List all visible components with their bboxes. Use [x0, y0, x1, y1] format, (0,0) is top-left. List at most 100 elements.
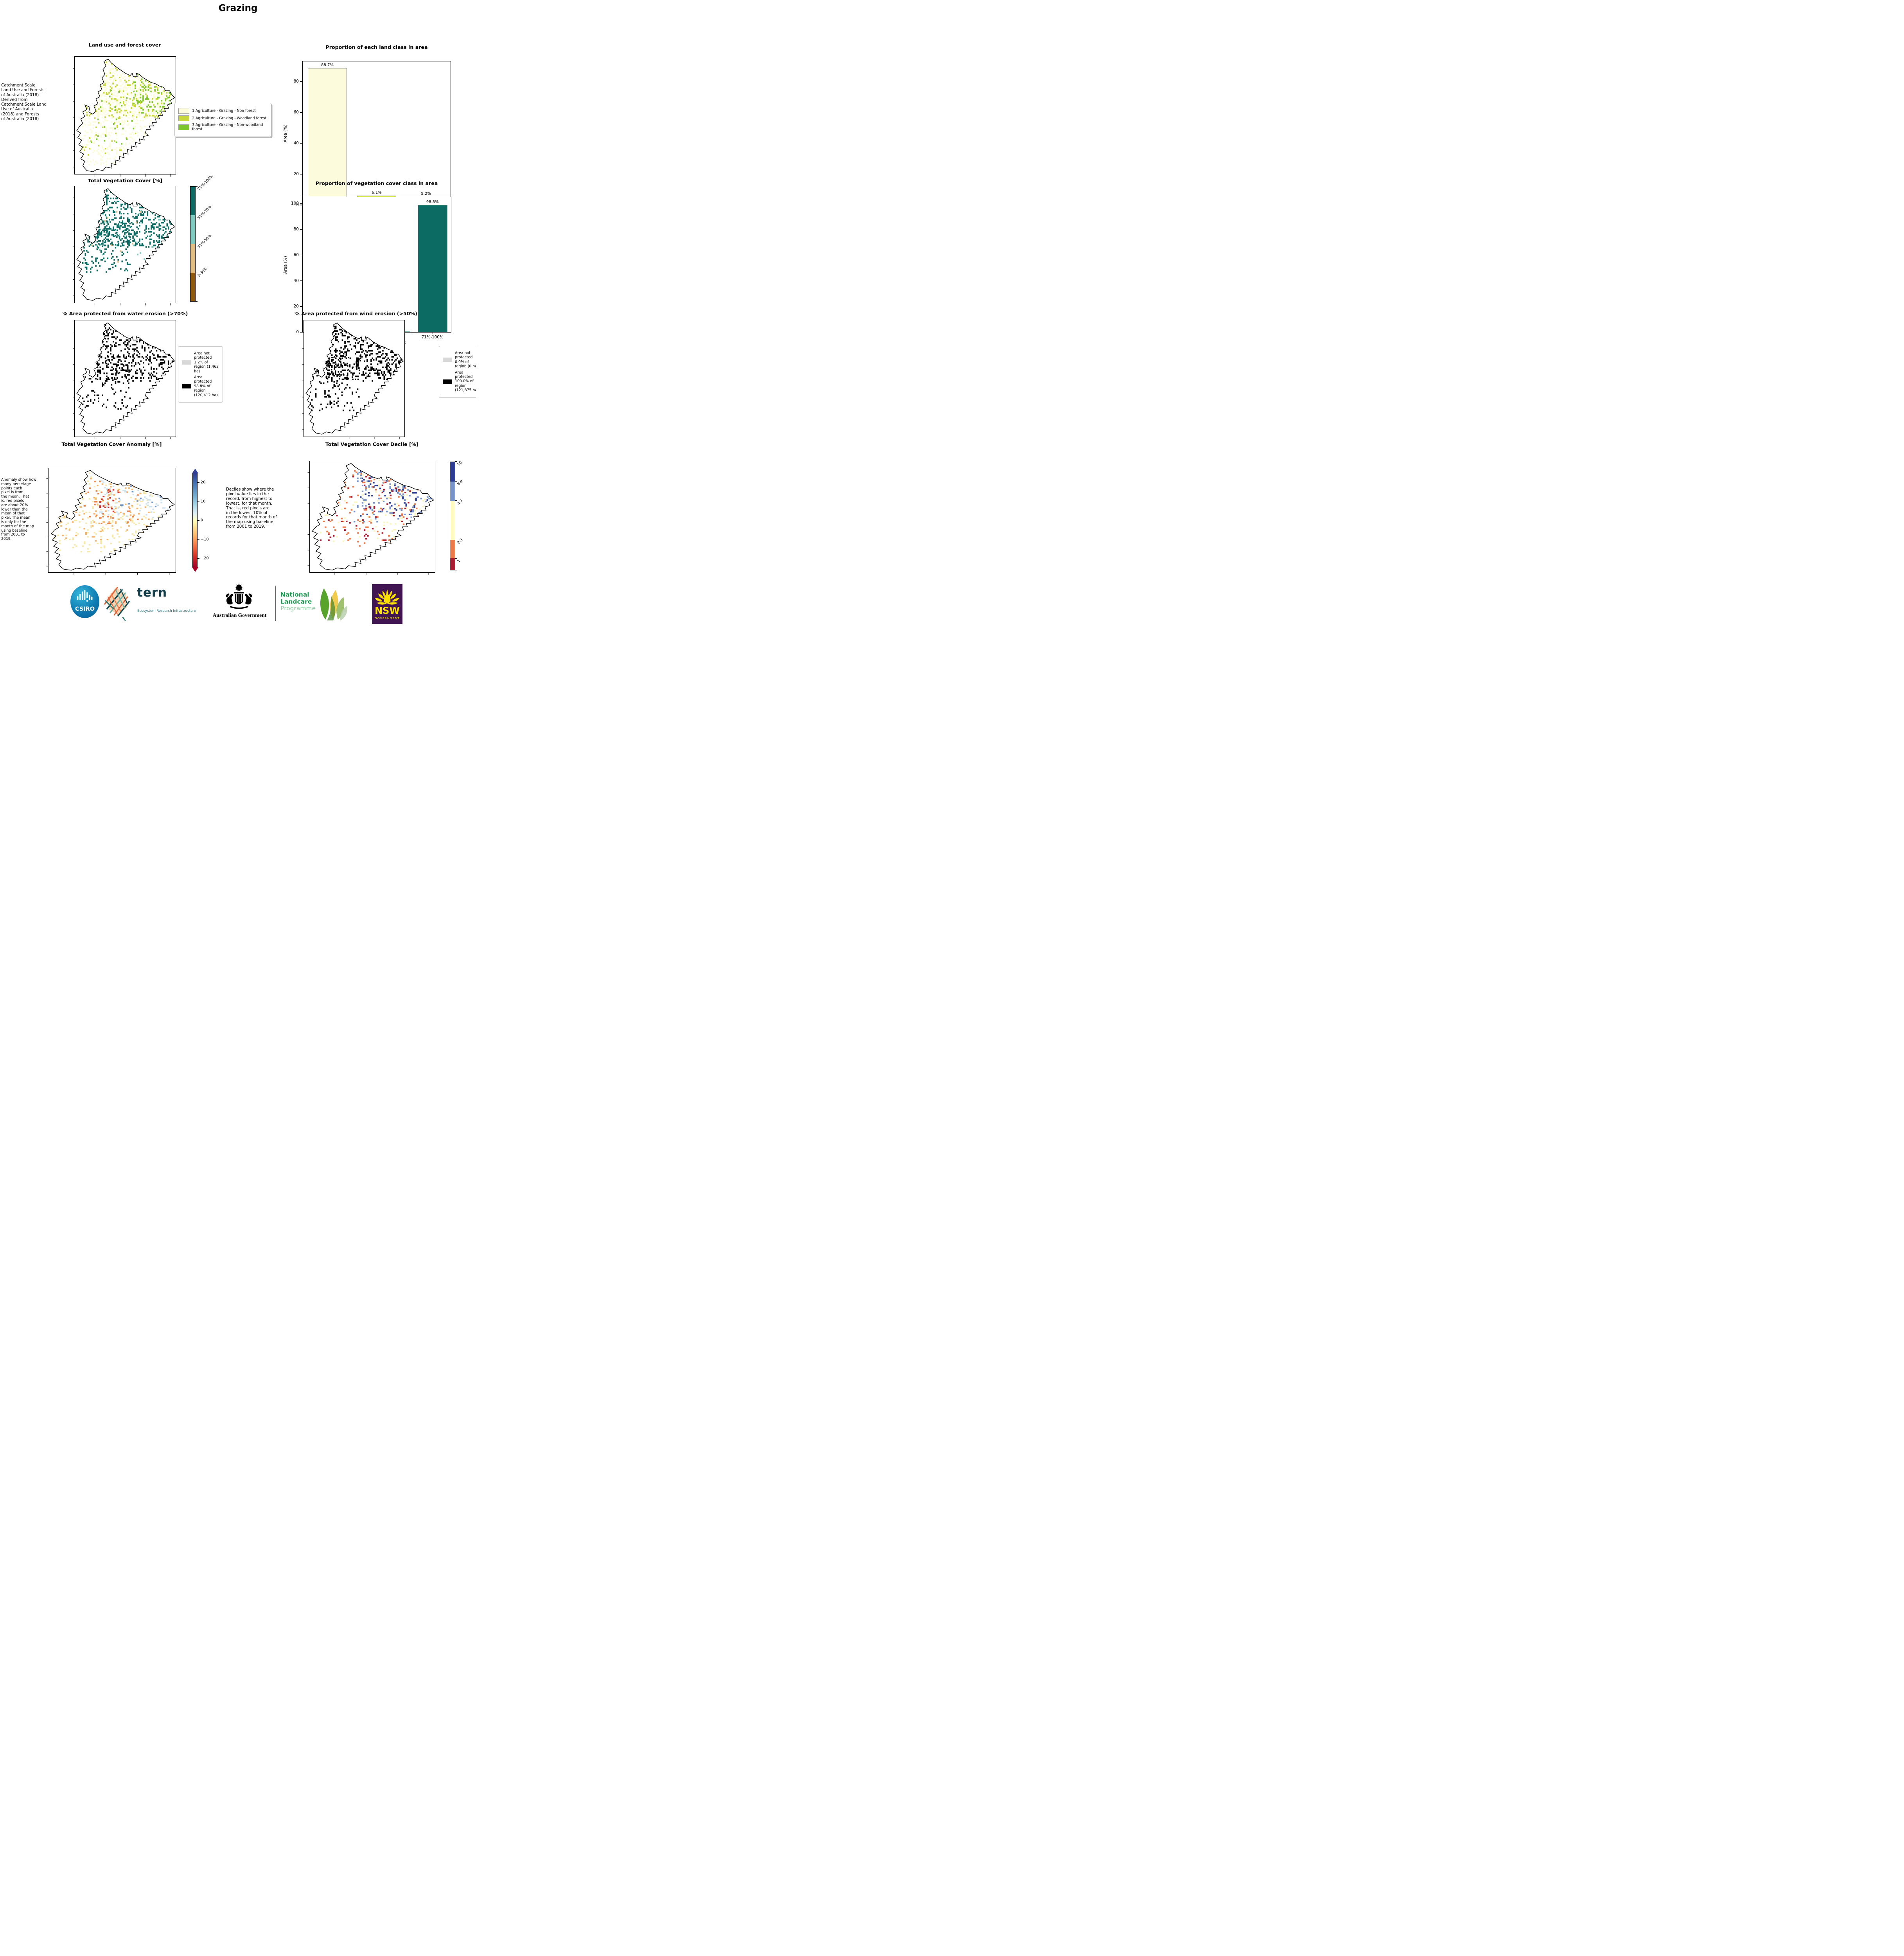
landcare-leaf-icon: [315, 584, 348, 622]
landuse-map-title: Land use and forest cover: [88, 42, 161, 48]
colorbar-segment: [450, 481, 455, 501]
legend-label: Area protected 100.0% of region (121,875…: [455, 370, 476, 393]
y-tick-label: 40: [293, 141, 299, 146]
colorbar-tick-label: 20: [201, 480, 206, 485]
nsw-government-logo: NSW GOVERNMENT: [372, 584, 402, 624]
y-tick-label: 0: [296, 330, 299, 334]
colorbar-tick: [455, 461, 457, 462]
vegclass-chart-title: Proportion of vegetation cover class in …: [315, 180, 438, 186]
legend-item: 2 Agriculture - Grazing - Woodland fores…: [178, 115, 268, 121]
landuse-caption: Catchment Scale Land Use and Forests of …: [1, 83, 47, 122]
bar-value-label: 5.2%: [421, 192, 431, 196]
legend-swatch: [182, 384, 191, 389]
water-erosion-legend: Area not protected 1.2% of region (1,462…: [178, 346, 223, 403]
legend-item: Area protected 98.8% of region (120,412 …: [182, 375, 219, 397]
logo-divider: [275, 586, 276, 621]
y-tick-label: 80: [293, 79, 299, 84]
landcare-line2: Landcare: [280, 598, 312, 605]
tern-logo-text: tern: [137, 586, 167, 600]
wind-erosion-map-title: % Area protected from wind erosion (>50%…: [295, 311, 417, 316]
csiro-logo-icon: CSIRO: [70, 585, 99, 618]
colorbar-segment: [450, 462, 455, 482]
anomaly-colorbar: 20 10 0 −10 −20: [192, 469, 209, 572]
tern-australia-art-icon: [100, 584, 134, 623]
decile-map-title: Total Vegetation Cover Decile [%]: [325, 441, 419, 447]
landcare-line1: National: [280, 591, 309, 598]
y-tick-label: 60: [293, 110, 299, 115]
legend-swatch: [178, 108, 189, 114]
colorbar-segment: [450, 501, 455, 540]
colorbar-tick: [455, 500, 457, 501]
colorbar-class-label: 51%-70%: [197, 204, 213, 221]
anomaly-map-title: Total Vegetation Cover Anomaly [%]: [61, 441, 162, 447]
colorbar-tick: [198, 520, 199, 521]
veg-cover-colorbar: 71%-100% 51%-70% 31%-50% 0-30%: [190, 174, 214, 302]
wind-erosion-legend: Area not protected 0.0% of region (0 ha)…: [439, 346, 476, 398]
landclass-bar-chart: 88.7%16.1%25.2%3020406080Area (%)Land us…: [283, 61, 451, 218]
legend-swatch: [443, 379, 452, 384]
nsw-logo-subtext: GOVERNMENT: [375, 617, 400, 620]
landuse-map: [74, 56, 176, 174]
legend-item: 1 Agriculture - Grazing - Non forest: [178, 108, 268, 114]
colorbar-segment: [190, 272, 195, 301]
legend-label: Area not protected 1.2% of region (1,462…: [194, 351, 219, 374]
colorbar: [450, 462, 455, 570]
national-landcare-logo-text: National Landcare Programme: [280, 591, 316, 612]
csiro-logo-text: CSIRO: [75, 606, 95, 612]
colorbar-tick-label: 10: [201, 499, 206, 504]
colorbar-segment: [190, 215, 195, 244]
colorbar-segment: [190, 187, 195, 216]
report-figure: Grazing Land use and forest cover Catchm…: [0, 0, 476, 625]
legend-label: 2 Agriculture - Grazing - Woodland fores…: [192, 116, 267, 120]
nsw-logo-text: NSW: [375, 605, 400, 616]
y-tick-label: 0: [296, 203, 299, 207]
colorbar: [192, 473, 198, 568]
anomaly-caption: Anomaly show how many percetage points e…: [1, 478, 36, 541]
bar-value-label: 6.1%: [372, 190, 382, 195]
veg-cover-map: [74, 186, 176, 303]
wind-erosion-map: [304, 320, 405, 437]
veg-map-title: Total Vegetation Cover [%]: [88, 178, 163, 183]
y-tick-label: 20: [293, 172, 299, 177]
x-tick-label: 71%-100%: [421, 335, 444, 340]
bar-value-label: 98.8%: [426, 200, 439, 205]
y-axis-label: Area (%): [283, 124, 288, 142]
y-tick: [300, 203, 302, 204]
colorbar: [190, 186, 196, 302]
legend-label: 1 Agriculture - Grazing - Non forest: [192, 108, 256, 113]
legend-item: Area not protected 0.0% of region (0 ha): [443, 351, 476, 369]
colorbar-tick-label: −20: [201, 556, 209, 561]
colorbar-class-label: 4-7: [456, 498, 464, 506]
colorbar-class-label: 2-3: [456, 538, 464, 545]
colorbar-tick-label: −10: [201, 537, 209, 542]
y-tick-label: 20: [293, 304, 299, 309]
y-tick: [300, 280, 302, 281]
colorbar-tick: [455, 558, 457, 559]
australian-government-text: Australian Government: [212, 612, 267, 618]
y-tick-label: 60: [293, 252, 299, 257]
colorbar-tick: [198, 482, 199, 483]
australian-government-crest-icon: [221, 582, 257, 611]
y-axis-label: Area (%): [283, 255, 288, 274]
y-tick: [300, 306, 302, 307]
bar: [307, 68, 347, 205]
colorbar-tick: [198, 558, 199, 559]
legend-label: Area protected 98.8% of region (120,412 …: [194, 375, 218, 397]
landcare-line3: Programme: [280, 605, 316, 612]
legend-swatch: [182, 360, 191, 365]
colorbar-class-label: 8-9: [456, 479, 464, 487]
legend-label: 3 Agriculture - Grazing - Non-woodland f…: [192, 123, 263, 132]
y-tick-label: 40: [293, 278, 299, 283]
colorbar-segment: [450, 558, 455, 570]
legend-item: Area not protected 1.2% of region (1,462…: [182, 351, 219, 374]
y-tick: [300, 112, 302, 113]
landuse-legend: 1 Agriculture - Grazing - Non forest 2 Ag…: [174, 103, 271, 137]
legend-swatch: [178, 115, 189, 121]
page-title: Grazing: [218, 3, 258, 13]
colorbar-arrow-up: [192, 469, 198, 473]
tern-logo-subtitle: Ecosystem Research Infrastructure: [137, 609, 196, 613]
bar-value-label: 88.7%: [321, 63, 334, 67]
water-erosion-map: [74, 320, 176, 437]
bar: [417, 205, 447, 332]
colorbar-segment: [190, 244, 195, 273]
